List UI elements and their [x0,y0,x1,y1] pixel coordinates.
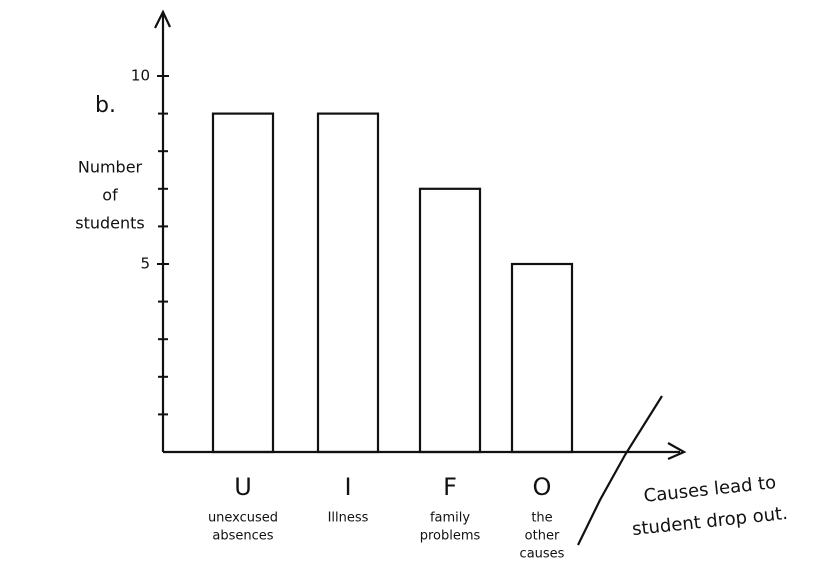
y-axis-label: Number [78,158,143,177]
bar [316,112,380,454]
x-axis-label: student drop out. [631,503,789,540]
category-description: the [531,511,552,526]
y-tick-label: 10 [131,67,150,85]
y-tick-label: 5 [140,255,150,273]
x-tick-label: U [234,473,252,501]
category-description: absences [212,529,273,544]
y-axis-label: of [102,186,118,205]
y-axis-label: students [75,214,145,233]
category-description: unexcused [208,511,278,526]
x-tick-label: O [533,473,552,501]
x-tick-label: F [443,473,457,501]
bar [211,112,275,454]
part-label: b. [95,93,116,118]
y-axis [154,9,171,452]
category-description: Illness [328,511,369,526]
category-description: other [525,529,560,544]
bar [418,187,482,454]
category-description: problems [420,529,481,544]
category-description: causes [520,547,565,562]
x-axis-label: Causes lead to [643,472,777,507]
pen-stroke [577,395,663,546]
bar [510,262,574,454]
x-tick-label: I [344,473,351,501]
category-description: family [430,511,470,526]
